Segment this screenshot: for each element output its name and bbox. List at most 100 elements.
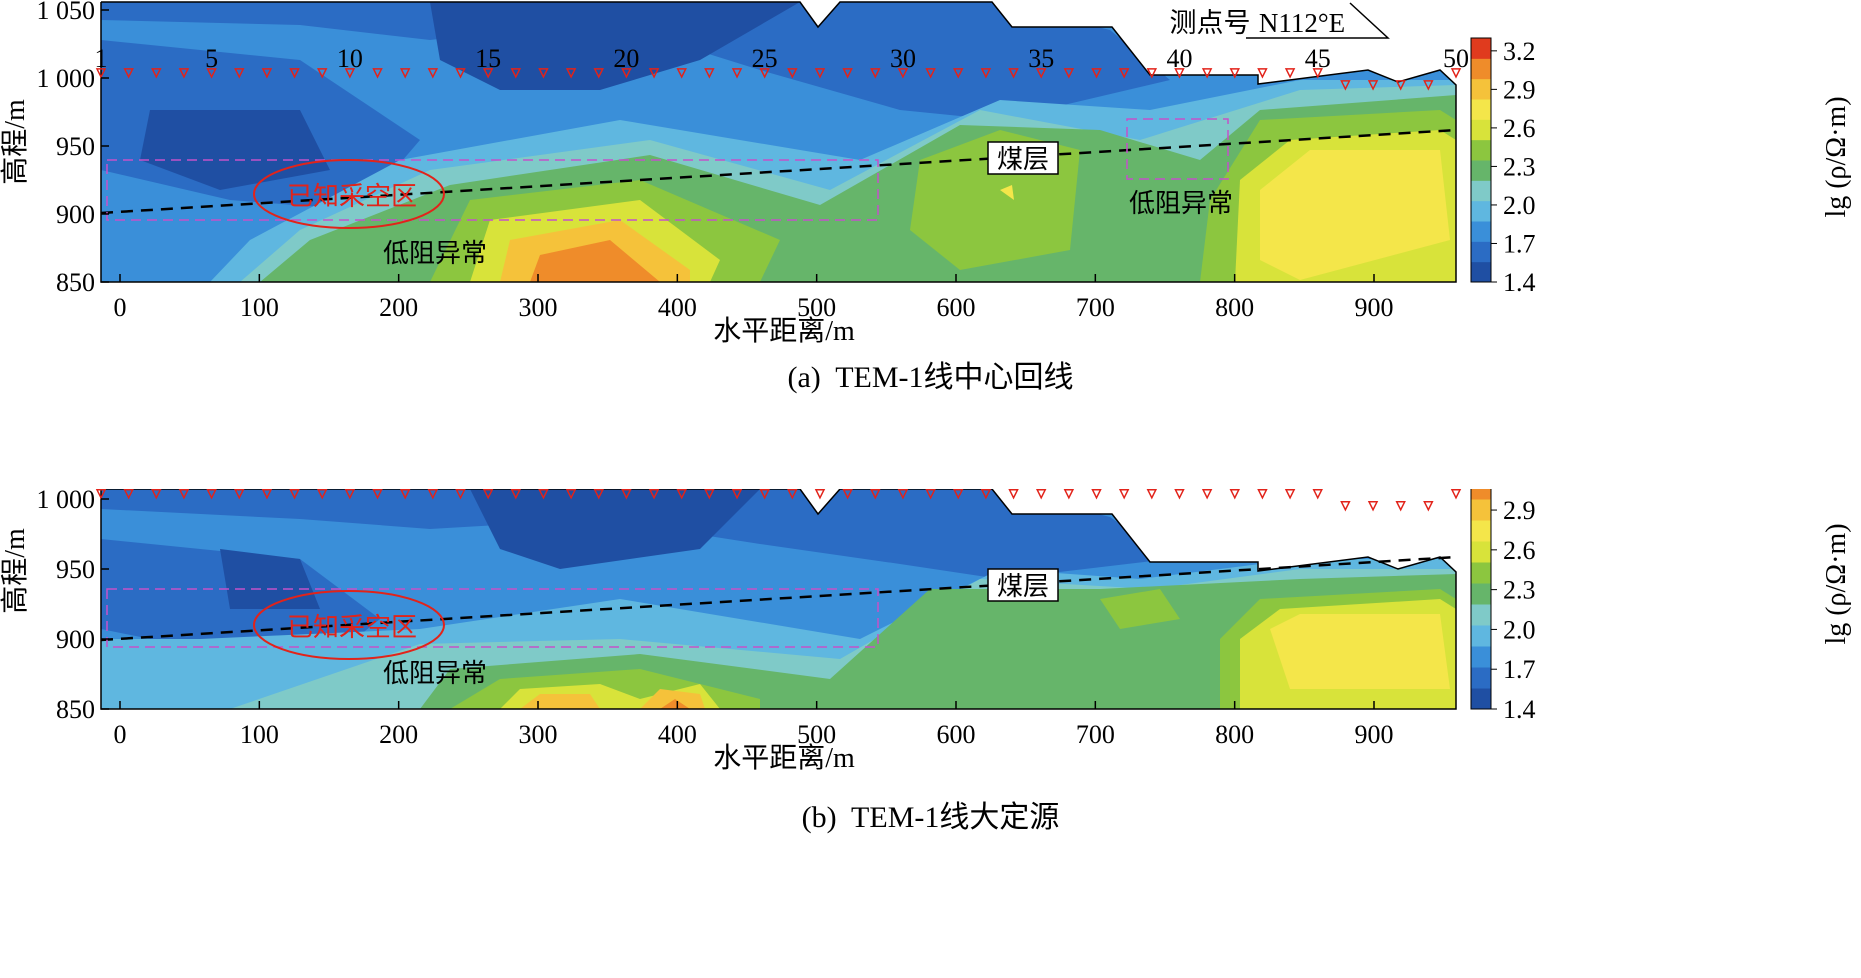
x-tick-label: 100 xyxy=(240,720,279,749)
x-axis-a: 0 100 200 300 400 500 600 700 800 900 xyxy=(114,274,1394,322)
colorbar-tick-label: 1.7 xyxy=(1503,229,1536,258)
station-number: 15 xyxy=(475,44,501,73)
x-tick-label: 700 xyxy=(1076,293,1115,322)
colorbar-segment xyxy=(1471,541,1491,563)
station-marker xyxy=(1091,489,1102,500)
station-marker xyxy=(953,489,964,500)
colorbar-segment xyxy=(1471,646,1491,668)
station-marker xyxy=(482,489,494,500)
station-number: 40 xyxy=(1166,44,1192,73)
colorbar-segment xyxy=(1471,688,1491,710)
station-marker xyxy=(731,489,743,500)
station-marker xyxy=(1174,489,1185,500)
x-tick-label: 800 xyxy=(1215,720,1254,749)
colorbar-segment xyxy=(1471,489,1491,500)
station-marker xyxy=(344,68,356,79)
station-marker xyxy=(787,489,798,500)
contour-field-a xyxy=(101,2,1456,282)
colorbar-frame xyxy=(1470,37,1492,283)
station-number: 5 xyxy=(205,44,218,73)
contour-field-b xyxy=(101,489,1456,709)
coal-seam-line-a xyxy=(100,128,1457,215)
panel-a-caption: (a) TEM-1线中心回线 xyxy=(787,361,1074,394)
station-marker xyxy=(206,68,217,79)
y-tick-label: 1 050 xyxy=(37,0,96,25)
plot-frame-b xyxy=(100,489,1457,710)
colorbar-segment xyxy=(1471,180,1491,202)
station-marker xyxy=(151,489,162,500)
station-marker xyxy=(510,489,522,500)
y-tick-label: 950 xyxy=(56,555,95,584)
station-marker xyxy=(123,68,134,79)
station-marker xyxy=(621,68,632,79)
station-marker xyxy=(289,489,300,500)
station-marker xyxy=(1257,489,1268,500)
station-marker xyxy=(787,68,798,79)
x-tick-label: 400 xyxy=(658,293,697,322)
direction-arrow-a xyxy=(1246,2,1390,39)
colorbar-segment xyxy=(1471,78,1491,100)
station-marker xyxy=(1201,489,1213,500)
station-number: 25 xyxy=(752,44,778,73)
station-marker xyxy=(261,68,273,79)
colorbar-tick-label: 2.9 xyxy=(1503,75,1536,104)
station-marker xyxy=(482,68,494,79)
x-tick-label: 100 xyxy=(240,293,279,322)
colorbar-segment xyxy=(1471,58,1491,80)
station-marker xyxy=(427,489,439,500)
station-number: 35 xyxy=(1028,489,1054,492)
station-marker xyxy=(925,68,936,79)
colorbar-tick-label: 2.9 xyxy=(1503,496,1536,525)
station-marker xyxy=(95,489,107,500)
x-tick-label: 500 xyxy=(797,293,836,322)
station-marker xyxy=(1229,68,1240,79)
station-marker xyxy=(842,68,853,79)
station-marker xyxy=(1008,489,1019,500)
station-marker xyxy=(538,489,549,500)
colorbar-tick-label: 2.0 xyxy=(1503,191,1536,220)
station-marker xyxy=(814,68,826,79)
colorbar-segment xyxy=(1471,667,1491,689)
panel-a: 已知采空区 煤层 低阻异常 低阻异常 测点号 N112°E 1 5 10 15 20 25… xyxy=(0,0,1852,347)
colorbar-segment xyxy=(1471,99,1491,120)
y-tick-label: 850 xyxy=(56,268,95,297)
station-marker xyxy=(455,489,466,500)
station-marker xyxy=(372,489,383,500)
colorbar-segment xyxy=(1471,38,1491,59)
chart-b-svg: 已知采空区 煤层 低阻异常 测点号 N112°E 151015202530354… xyxy=(0,489,1852,774)
colorbar-tick-label: 1.4 xyxy=(1503,268,1536,297)
x-tick-label: 200 xyxy=(379,293,418,322)
station-marker xyxy=(897,68,909,79)
station-number: 50 xyxy=(1443,489,1469,492)
station-marker xyxy=(1367,80,1379,91)
anomaly-box-a1 xyxy=(106,159,879,221)
station-ticks-a: 1 5 10 15 20 25 30 35 40 45 50 xyxy=(95,44,1470,73)
station-marker xyxy=(759,489,770,500)
station-marker xyxy=(1367,501,1379,512)
colorbar-segment xyxy=(1471,562,1491,584)
station-number: 1 xyxy=(95,489,108,492)
station-marker xyxy=(676,68,687,79)
station-marker xyxy=(317,68,328,79)
colorbar-tick-label: 2.6 xyxy=(1503,536,1536,565)
station-marker xyxy=(1091,68,1102,79)
x-tick-label: 300 xyxy=(519,720,558,749)
station-marker xyxy=(1450,489,1462,500)
station-marker xyxy=(1063,489,1075,500)
station-marker xyxy=(234,489,245,500)
x-tick-label: 600 xyxy=(937,720,976,749)
station-number: 40 xyxy=(1166,489,1192,492)
y-tick-label: 1 000 xyxy=(37,64,96,93)
colorbar-segment xyxy=(1471,625,1491,647)
station-marker xyxy=(178,68,190,79)
colorbar-tick-label: 2.3 xyxy=(1503,576,1536,605)
y-tick-label: 1 000 xyxy=(37,489,96,514)
x-tick-label: 600 xyxy=(937,293,976,322)
y-axis-label-a: 高程/m xyxy=(0,99,31,185)
x-axis-label-b: 水平距离/m xyxy=(713,742,855,774)
station-marker xyxy=(704,489,715,500)
x-axis-label-a: 水平距离/m xyxy=(713,315,855,347)
colorbar-tick-label: 2.6 xyxy=(1503,114,1536,143)
colorbar-segment xyxy=(1471,221,1491,242)
